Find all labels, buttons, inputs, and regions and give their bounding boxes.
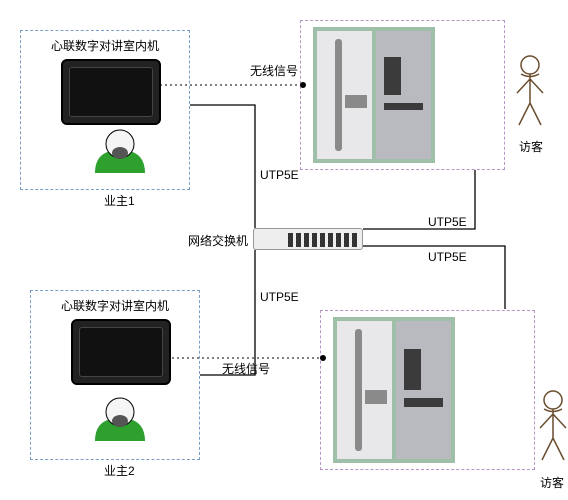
visitor2-icon <box>540 391 566 460</box>
wireless-label-2: 无线信号 <box>222 360 270 377</box>
switch-label: 网络交换机 <box>188 232 248 249</box>
utp-label-2: UTP5E <box>260 290 299 304</box>
door-panel-1 <box>376 31 431 159</box>
owner2-label: 业主2 <box>104 462 135 479</box>
visitor1-label: 访客 <box>519 138 543 155</box>
door-panel-2 <box>396 321 451 459</box>
smart-lock-2 <box>337 321 392 459</box>
zone-owner1: 心联数字对讲室内机 <box>20 30 190 190</box>
indoor-unit-title-2: 心联数字对讲室内机 <box>61 297 169 314</box>
door-devices-1 <box>313 27 435 163</box>
wireless-label-1: 无线信号 <box>250 62 298 79</box>
monitor-1 <box>61 59 161 125</box>
owner1-label: 业主1 <box>104 192 135 209</box>
utp-label-1: UTP5E <box>260 168 299 182</box>
zone-door2 <box>320 310 535 470</box>
utp-label-4: UTP5E <box>428 250 467 264</box>
network-switch <box>253 228 363 250</box>
visitor1-icon <box>517 56 543 125</box>
smart-lock-1 <box>317 31 372 159</box>
visitor2-label: 访客 <box>540 474 564 491</box>
utp-label-3: UTP5E <box>428 215 467 229</box>
monitor-2 <box>71 319 171 385</box>
indoor-unit-title-1: 心联数字对讲室内机 <box>51 37 159 54</box>
zone-owner2: 心联数字对讲室内机 <box>30 290 200 460</box>
zone-door1 <box>300 20 505 170</box>
door-devices-2 <box>333 317 455 463</box>
